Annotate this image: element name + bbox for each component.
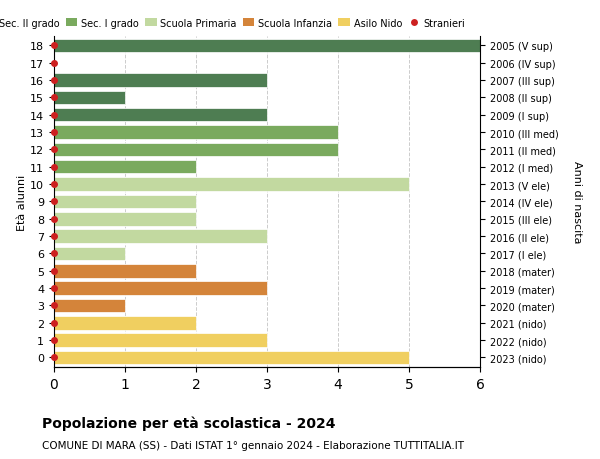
Text: COMUNE DI MARA (SS) - Dati ISTAT 1° gennaio 2024 - Elaborazione TUTTITALIA.IT: COMUNE DI MARA (SS) - Dati ISTAT 1° genn… — [42, 440, 464, 450]
Bar — [54, 91, 125, 105]
Y-axis label: Età alunni: Età alunni — [17, 174, 28, 230]
Bar — [54, 282, 267, 295]
Bar — [54, 126, 338, 140]
Legend: Sec. II grado, Sec. I grado, Scuola Primaria, Scuola Infanzia, Asilo Nido, Stran: Sec. II grado, Sec. I grado, Scuola Prim… — [0, 18, 465, 28]
Y-axis label: Anni di nascita: Anni di nascita — [572, 161, 583, 243]
Bar — [54, 264, 196, 278]
Bar — [54, 74, 267, 88]
Bar — [54, 334, 267, 347]
Bar — [54, 143, 338, 157]
Bar — [54, 230, 267, 243]
Bar — [54, 178, 409, 191]
Bar — [54, 109, 267, 122]
Bar — [54, 351, 409, 364]
Bar — [54, 247, 125, 261]
Bar — [54, 195, 196, 209]
Bar — [54, 299, 125, 313]
Bar — [54, 39, 480, 53]
Bar — [54, 316, 196, 330]
Bar — [54, 161, 196, 174]
Text: Popolazione per età scolastica - 2024: Popolazione per età scolastica - 2024 — [42, 415, 335, 430]
Bar — [54, 213, 196, 226]
